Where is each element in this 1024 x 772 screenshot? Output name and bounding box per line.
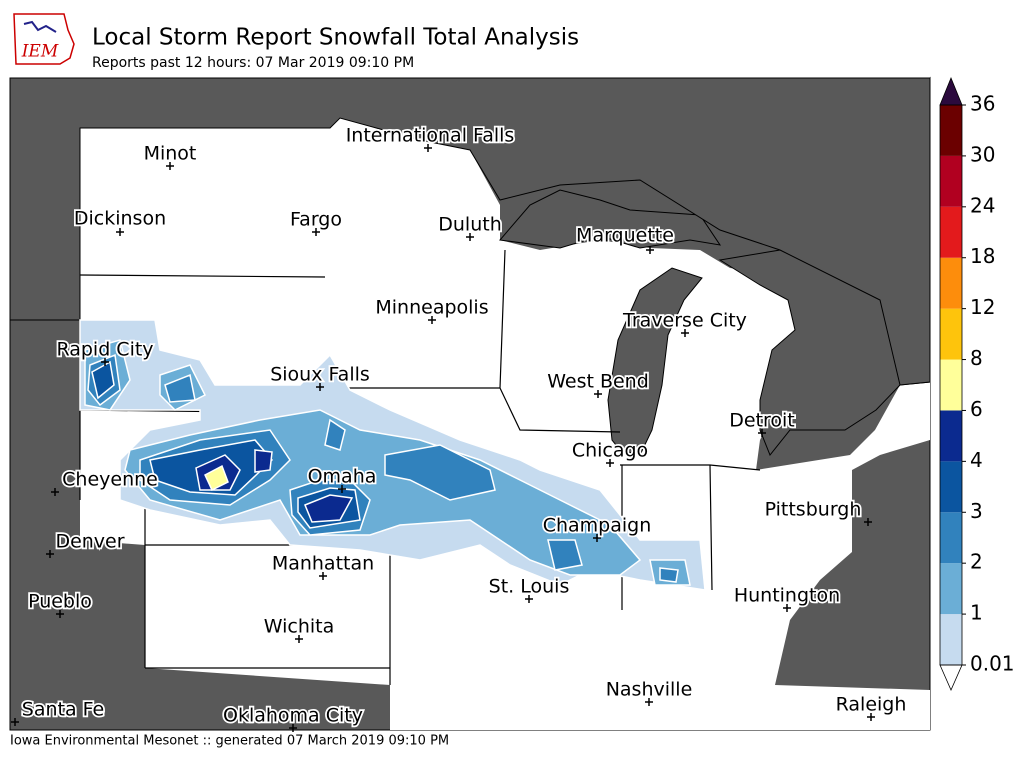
city-label: International Falls — [346, 125, 515, 147]
city-marker — [783, 604, 791, 612]
city-marker — [51, 488, 59, 496]
logo-text: IEM — [21, 42, 59, 62]
city-label: Champaign — [543, 515, 652, 537]
city-label: Traverse City — [622, 310, 747, 332]
city-marker — [319, 572, 327, 580]
city-marker — [867, 713, 875, 721]
city-label: Minneapolis — [375, 297, 488, 319]
map: Minot International Falls Dickinson Fargo Du… — [9, 76, 931, 732]
city-label: St. Louis — [489, 576, 570, 598]
colorbar-label: 0.01 — [970, 652, 1015, 676]
city-marker — [594, 390, 602, 398]
footer: Iowa Environmental Mesonet :: generated … — [10, 734, 449, 749]
city-marker — [606, 459, 614, 467]
city-label: Omaha — [308, 466, 377, 488]
city-marker — [593, 534, 601, 542]
colorbar-label: 1 — [970, 601, 983, 625]
city-label: Wichita — [264, 616, 335, 638]
city-marker — [316, 383, 324, 391]
city-marker — [166, 162, 174, 170]
colorbar-label: 36 — [970, 92, 995, 116]
colorbar-segment — [940, 563, 962, 615]
colorbar-label: 6 — [970, 397, 983, 421]
city-marker — [758, 429, 766, 437]
city-label: Oklahoma City — [223, 705, 363, 727]
city-label: Fargo — [290, 209, 342, 231]
city-marker — [11, 718, 19, 726]
colorbar-segment — [940, 461, 962, 513]
city-label: Denver — [55, 531, 124, 553]
city-label: Manhattan — [272, 553, 374, 575]
subtitle: Reports past 12 hours: 07 Mar 2019 09:10… — [92, 55, 414, 71]
city-marker — [289, 724, 297, 732]
colorbar-label: 8 — [970, 346, 983, 370]
colorbar-segment — [940, 308, 962, 360]
city-layer: Minot International Falls Dickinson Fargo Du… — [11, 123, 908, 732]
city-label: Cheyenne — [62, 469, 158, 491]
city-marker — [645, 698, 653, 706]
city-label: Chicago — [572, 440, 648, 462]
colorbar-segment — [940, 206, 962, 258]
city-label: Santa Fe — [22, 699, 104, 721]
city-label: Detroit — [729, 410, 795, 432]
city-marker — [116, 228, 124, 236]
city-marker — [466, 233, 474, 241]
colorbar-segment — [940, 614, 962, 665]
colorbar-label: 18 — [970, 244, 995, 268]
colorbar-segment — [940, 257, 962, 309]
city-marker — [338, 485, 346, 493]
colorbar-label: 3 — [970, 499, 983, 523]
city-marker — [428, 316, 436, 324]
city-label: Sioux Falls — [270, 364, 370, 386]
city-label: Huntington — [734, 585, 840, 607]
colorbar-segment — [940, 105, 962, 156]
colorbar-under — [939, 664, 963, 691]
colorbar-frame — [939, 104, 963, 666]
colorbar-label: 2 — [970, 550, 983, 574]
city-marker — [646, 246, 654, 254]
city-marker — [681, 329, 689, 337]
city-marker — [312, 228, 320, 236]
city-label: Pittsburgh — [765, 499, 862, 521]
snowfall-contours — [79, 319, 706, 591]
city-marker — [46, 550, 54, 558]
logo: IEM — [13, 13, 75, 65]
colorbar-label: 4 — [970, 448, 983, 472]
colorbar-label: 24 — [970, 193, 995, 217]
colorbar-segment — [940, 410, 962, 462]
title: Local Storm Report Snowfall Total Analys… — [92, 25, 579, 51]
city-marker — [424, 144, 432, 152]
colorbar-label: 30 — [970, 142, 995, 166]
city-label: Marquette — [576, 225, 674, 247]
colorbar-segment — [940, 359, 962, 411]
city-marker — [101, 358, 109, 366]
colorbar-over — [939, 76, 963, 106]
city-marker — [864, 518, 872, 526]
city-label: Minot — [144, 143, 197, 165]
city-label: Nashville — [606, 679, 693, 701]
colorbar-label: 12 — [970, 295, 995, 319]
city-label: Dickinson — [74, 208, 166, 230]
colorbar-segment — [940, 155, 962, 207]
city-label: Duluth — [438, 214, 502, 236]
colorbar-segment — [940, 512, 962, 564]
city-label: Raleigh — [836, 694, 907, 716]
city-label: Pueblo — [28, 591, 92, 613]
city-label: Rapid City — [56, 339, 153, 361]
city-marker — [525, 595, 533, 603]
city-marker — [295, 635, 303, 643]
city-marker — [56, 610, 64, 618]
city-label: West Bend — [547, 371, 649, 393]
